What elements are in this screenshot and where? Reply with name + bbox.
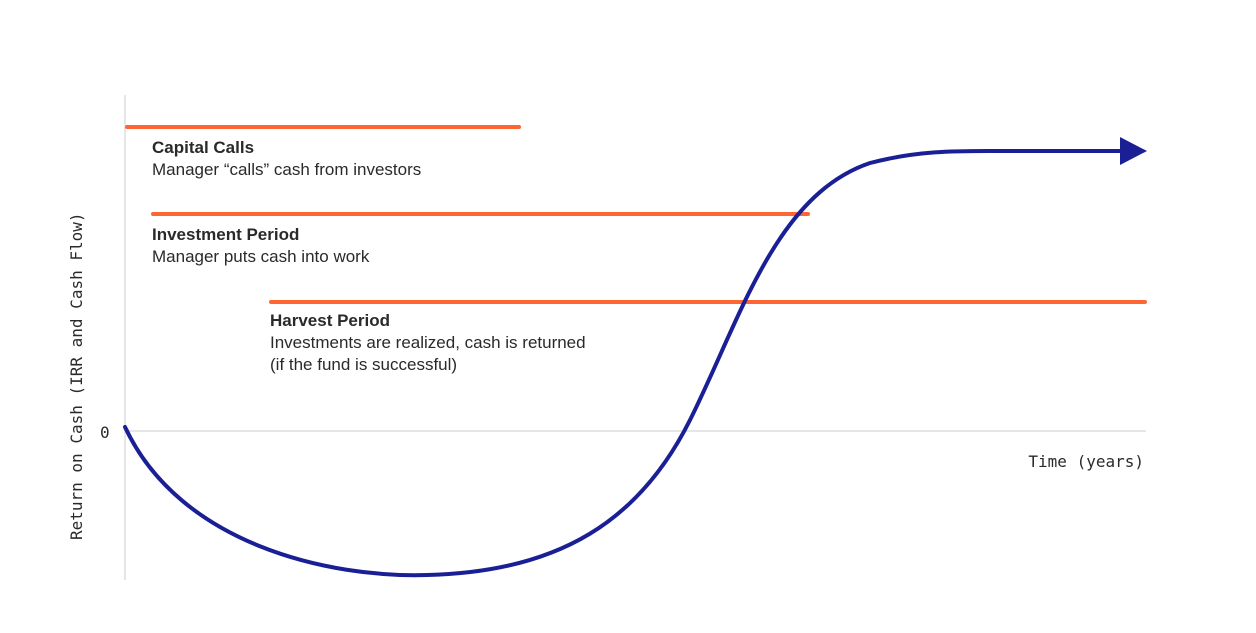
x-axis-label: Time (years) <box>1028 452 1144 471</box>
arrowhead-icon <box>1120 137 1147 165</box>
capital-calls-desc: Manager “calls” cash from investors <box>152 160 421 179</box>
harvest-period-desc-2: (if the fund is successful) <box>270 355 457 374</box>
j-curve-line <box>123 148 1127 578</box>
harvest-period-title: Harvest Period <box>270 311 390 330</box>
investment-period-desc: Manager puts cash into work <box>152 247 370 266</box>
capital-calls-title: Capital Calls <box>152 138 254 157</box>
zero-tick-label: 0 <box>100 423 110 442</box>
y-axis-label: Return on Cash (IRR and Cash Flow) <box>67 212 86 540</box>
investment-period-title: Investment Period <box>152 225 299 244</box>
harvest-period-desc-1: Investments are realized, cash is return… <box>270 333 586 352</box>
